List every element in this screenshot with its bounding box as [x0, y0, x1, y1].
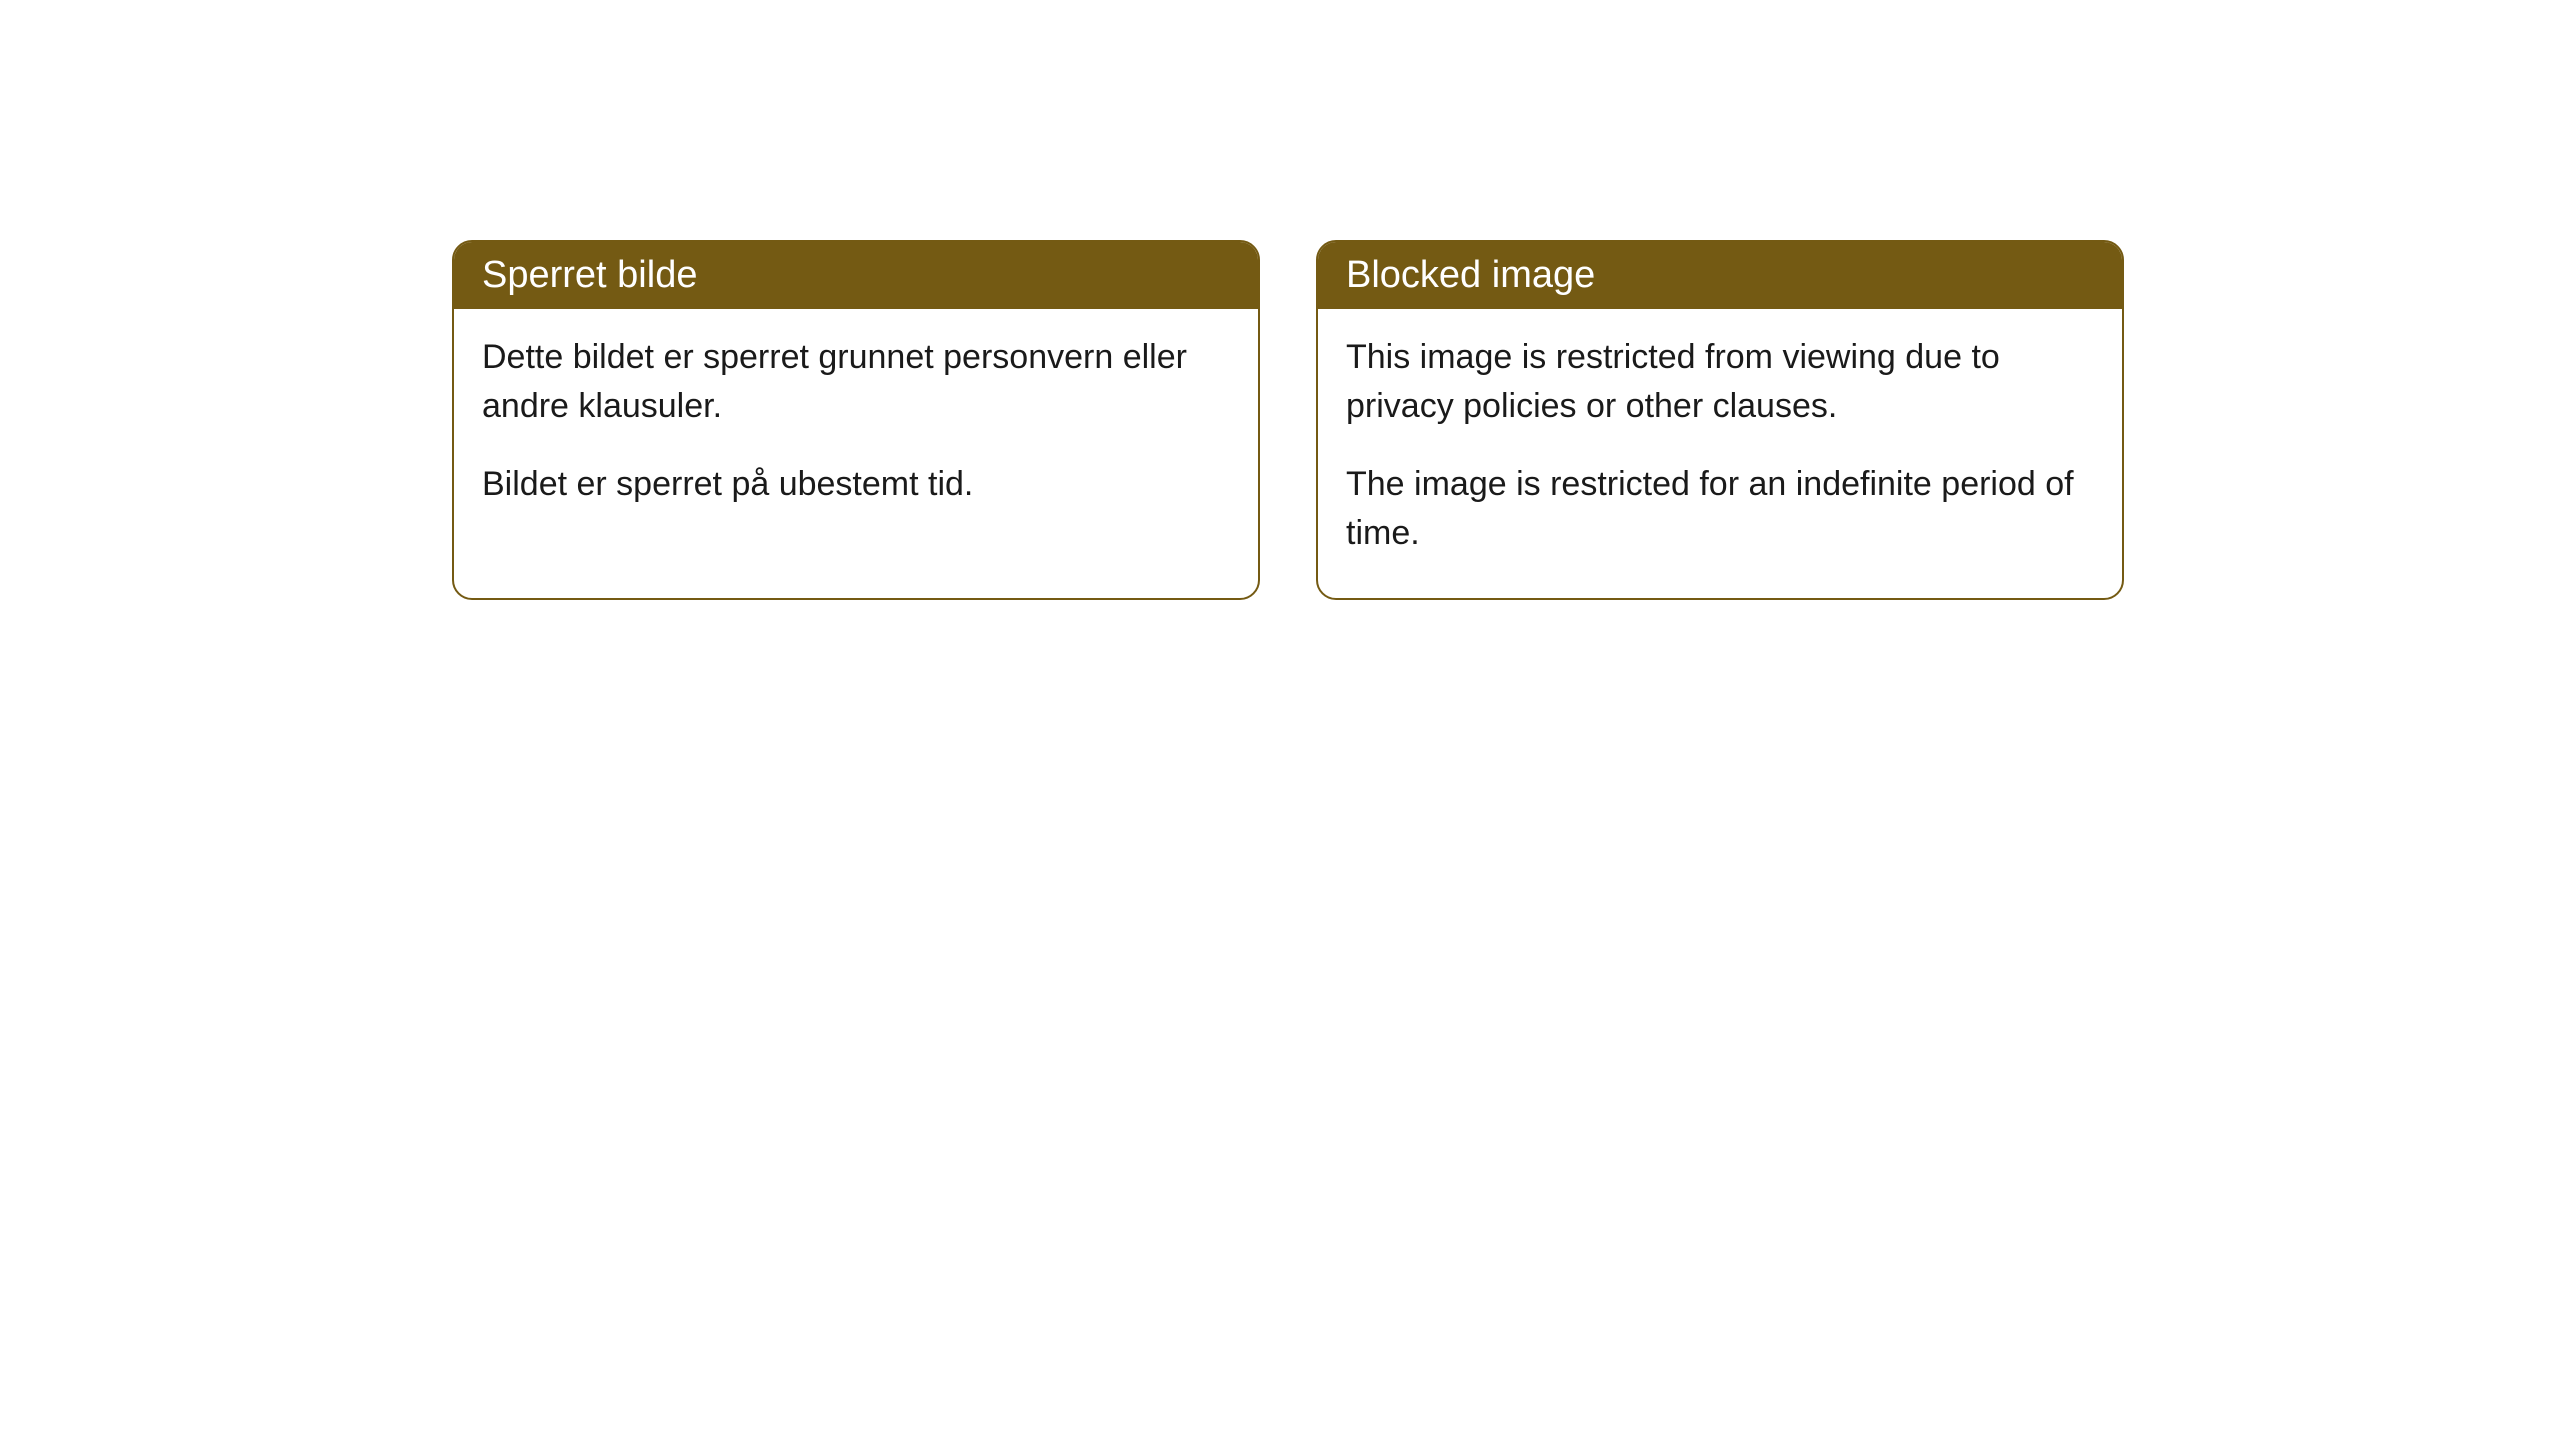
card-header-no: Sperret bilde	[454, 242, 1258, 309]
card-paragraph-no-2: Bildet er sperret på ubestemt tid.	[482, 460, 1230, 509]
card-header-en: Blocked image	[1318, 242, 2122, 309]
cards-container: Sperret bilde Dette bildet er sperret gr…	[452, 240, 2124, 600]
blocked-image-card-no: Sperret bilde Dette bildet er sperret gr…	[452, 240, 1260, 600]
blocked-image-card-en: Blocked image This image is restricted f…	[1316, 240, 2124, 600]
card-paragraph-en-2: The image is restricted for an indefinit…	[1346, 460, 2094, 559]
card-paragraph-en-1: This image is restricted from viewing du…	[1346, 333, 2094, 432]
card-body-en: This image is restricted from viewing du…	[1318, 309, 2122, 598]
card-body-no: Dette bildet er sperret grunnet personve…	[454, 309, 1258, 549]
card-paragraph-no-1: Dette bildet er sperret grunnet personve…	[482, 333, 1230, 432]
